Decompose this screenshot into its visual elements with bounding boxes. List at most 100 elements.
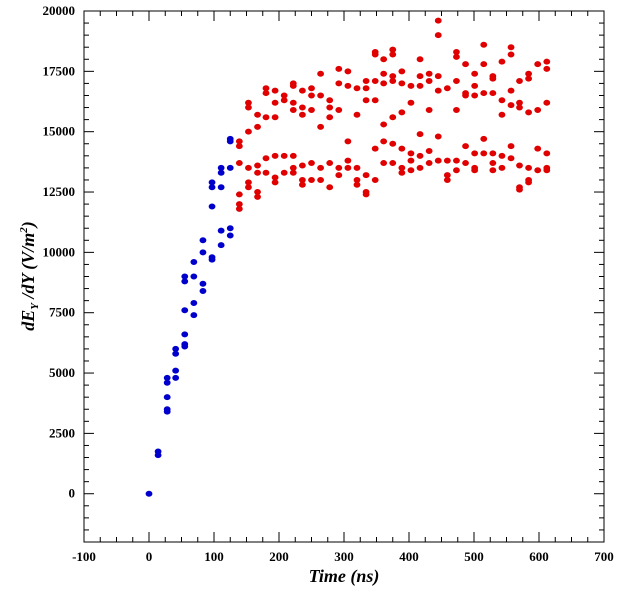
red-data-point — [462, 61, 469, 68]
y-tick-label: 5000 — [49, 365, 75, 380]
red-data-point — [245, 179, 252, 186]
red-data-point — [362, 97, 370, 104]
red-data-point — [362, 77, 370, 84]
red-data-point — [453, 53, 460, 60]
red-data-point — [371, 97, 379, 104]
red-data-point — [271, 99, 279, 106]
red-data-point — [471, 70, 479, 77]
red-data-point — [262, 85, 270, 92]
red-data-point — [371, 176, 379, 183]
red-data-point — [525, 109, 532, 116]
red-data-point — [398, 169, 406, 176]
red-data-point — [362, 85, 370, 92]
red-data-point — [245, 164, 252, 171]
red-data-point — [235, 201, 243, 208]
red-data-point — [453, 167, 460, 174]
red-data-point — [271, 174, 279, 181]
y-tick-label: 20000 — [43, 3, 76, 18]
red-data-point — [271, 179, 279, 186]
red-data-point — [371, 77, 379, 84]
red-data-point — [480, 61, 488, 68]
red-data-point — [443, 172, 451, 179]
red-data-point — [525, 164, 532, 171]
red-data-point — [516, 162, 523, 169]
red-data-point — [380, 121, 388, 128]
blue-data-point — [181, 278, 189, 285]
y-tick-label: 0 — [69, 486, 76, 501]
red-data-point — [407, 82, 415, 89]
red-data-point — [289, 99, 297, 106]
blue-data-point — [217, 227, 225, 234]
x-tick-labels: -100 0 100 200 300 400 500 600 700 — [72, 549, 614, 564]
y-title-part-2: /dY (V/m — [18, 233, 39, 303]
red-data-point — [245, 128, 252, 135]
x-tick-label: -100 — [72, 549, 96, 564]
blue-data-point — [208, 184, 216, 191]
red-data-point — [443, 85, 451, 92]
red-data-point — [235, 160, 243, 167]
red-data-point — [299, 181, 306, 188]
red-data-point — [407, 150, 415, 157]
red-data-point — [335, 65, 343, 72]
red-data-point — [425, 70, 433, 77]
y-tick-labels: 0 2500 5000 7500 10000 12500 15000 17500 20000 — [43, 3, 76, 501]
red-data-point — [389, 140, 397, 147]
blue-data-point — [190, 312, 198, 319]
red-data-point — [299, 104, 306, 111]
red-data-point — [280, 152, 288, 159]
red-data-point — [489, 167, 497, 174]
red-data-point — [262, 169, 270, 176]
red-data-point — [245, 184, 252, 191]
red-data-point — [254, 111, 261, 118]
blue-data-point — [199, 237, 207, 244]
red-data-point — [507, 44, 515, 51]
blue-data-point — [181, 331, 189, 338]
blue-data-point — [163, 374, 171, 381]
red-data-point — [235, 138, 243, 145]
red-data-point — [434, 157, 442, 164]
red-data-point — [516, 184, 523, 191]
blue-data-point — [163, 379, 171, 386]
red-data-point — [543, 65, 551, 72]
red-data-point — [425, 160, 433, 167]
red-data-point — [380, 160, 388, 167]
red-data-point — [344, 82, 352, 89]
red-data-point — [317, 92, 324, 99]
red-data-point — [326, 97, 334, 104]
red-data-point — [344, 138, 352, 145]
red-data-point — [498, 152, 506, 159]
red-data-point — [543, 99, 551, 106]
red-data-point — [543, 58, 551, 65]
red-data-point — [344, 68, 352, 75]
red-data-point — [516, 104, 523, 111]
blue-data-point — [190, 273, 198, 280]
blue-data-point — [181, 341, 189, 348]
blue-data-point — [226, 232, 234, 239]
red-data-point — [389, 114, 397, 121]
red-data-point — [443, 176, 451, 183]
red-data-point — [462, 143, 469, 150]
red-data-point — [407, 157, 415, 164]
red-data-point — [425, 106, 433, 113]
red-data-point — [534, 61, 542, 68]
red-data-point — [308, 160, 315, 167]
red-data-point — [317, 164, 324, 171]
red-data-point — [280, 169, 288, 176]
red-data-point — [453, 106, 460, 113]
red-data-point — [489, 150, 497, 157]
red-data-point — [308, 85, 315, 92]
red-data-point — [462, 90, 469, 97]
red-data-point — [389, 73, 397, 80]
red-data-point — [434, 73, 442, 80]
red-data-point — [471, 164, 479, 171]
red-data-point — [380, 138, 388, 145]
blue-data-point — [172, 374, 180, 381]
red-data-point — [489, 73, 497, 80]
plot-frame — [83, 10, 605, 543]
x-tick-label: 100 — [204, 549, 224, 564]
data-points — [145, 17, 551, 497]
red-data-point — [353, 176, 361, 183]
red-data-point — [489, 90, 497, 97]
red-data-point — [525, 75, 532, 82]
red-data-point — [498, 58, 506, 65]
